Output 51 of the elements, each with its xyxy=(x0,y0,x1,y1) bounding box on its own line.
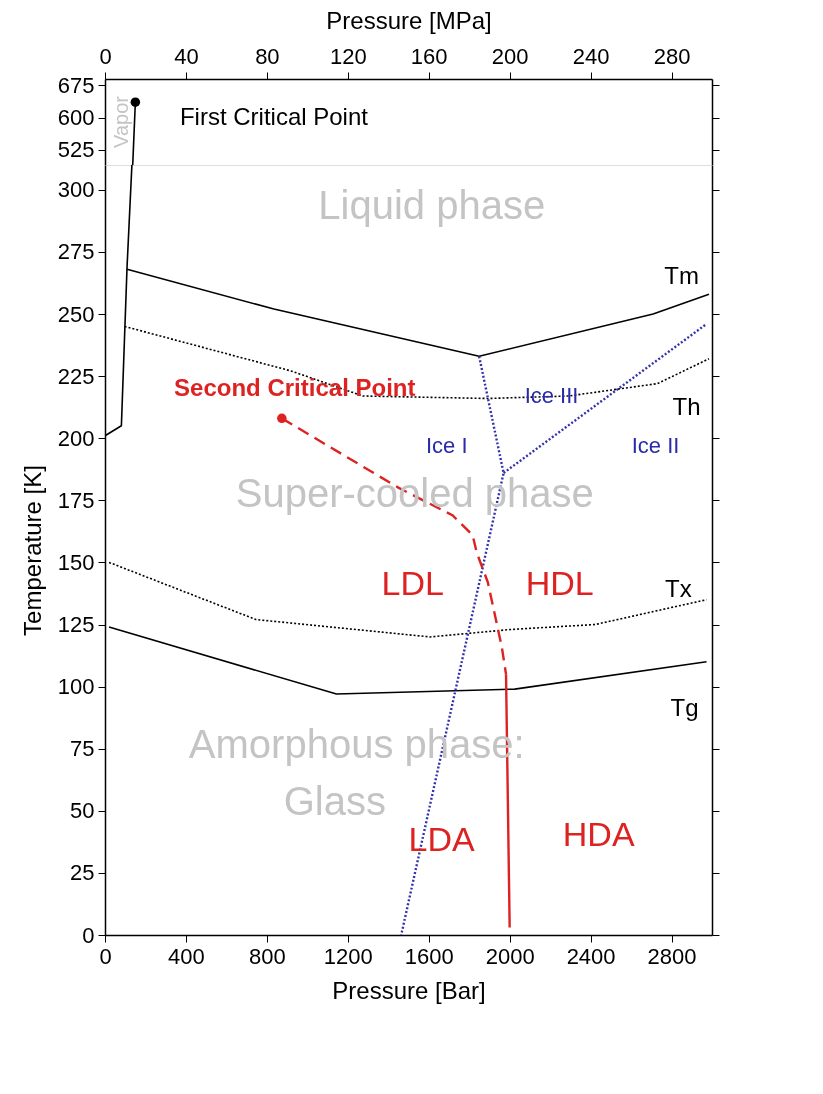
x2-tick-label: 240 xyxy=(572,43,610,69)
y-tick-label: 50 xyxy=(70,798,95,824)
annotation: Tm xyxy=(664,261,699,289)
annotation: LDA xyxy=(408,819,476,858)
annotation: Vapor xyxy=(110,95,132,148)
x2-tick-label: 40 xyxy=(174,43,199,69)
annotation: Ice III xyxy=(524,383,579,408)
annotation: HDA xyxy=(562,814,635,853)
annotation: Th xyxy=(672,393,701,421)
annotation: First Critical Point xyxy=(179,102,369,130)
annotation: Second Critical Point xyxy=(174,373,416,401)
annotation: Glass xyxy=(283,779,386,824)
x-tick-label: 2400 xyxy=(566,943,616,969)
y-tick-label: 300 xyxy=(57,177,95,203)
y-tick-label: 525 xyxy=(57,137,95,163)
y-tick-label: 675 xyxy=(57,72,95,98)
y-tick-label: 175 xyxy=(57,487,95,513)
y-tick-label: 75 xyxy=(70,736,95,762)
x2-tick-label: 160 xyxy=(410,43,448,69)
x2-tick-label: 200 xyxy=(491,43,529,69)
annotation: Tx xyxy=(665,574,692,602)
x-tick-label: 2800 xyxy=(647,943,697,969)
y-tick-label: 250 xyxy=(57,301,95,327)
annotation: LDL xyxy=(381,563,444,602)
y-tick-label: 125 xyxy=(57,612,95,638)
x-tick-label: 800 xyxy=(249,943,286,969)
x-tick-label: 400 xyxy=(168,943,205,969)
x-tick-label: 1600 xyxy=(404,943,454,969)
annotation: HDL xyxy=(525,563,594,602)
y-tick-label: 275 xyxy=(57,239,95,265)
x-tick-label: 2000 xyxy=(485,943,535,969)
annotation: Liquid phase xyxy=(318,183,546,228)
x2-tick-label: 80 xyxy=(255,43,280,69)
y-tick-label: 100 xyxy=(57,674,95,700)
annotation: Tg xyxy=(670,693,699,721)
x2-axis-title: Pressure [MPa] xyxy=(326,6,492,34)
x-tick-label: 1200 xyxy=(323,943,373,969)
y-tick-label: 0 xyxy=(82,922,95,948)
x-axis-title: Pressure [Bar] xyxy=(332,976,486,1004)
x-tick-label: 0 xyxy=(99,943,112,969)
x2-tick-label: 280 xyxy=(653,43,691,69)
x2-tick-label: 120 xyxy=(329,43,367,69)
y-tick-label: 200 xyxy=(57,425,95,451)
annotation: Ice I xyxy=(425,432,468,458)
y-tick-label: 25 xyxy=(70,860,95,886)
y-tick-label: 150 xyxy=(57,549,95,575)
annotation: Ice II xyxy=(631,432,680,458)
x2-tick-label: 0 xyxy=(99,43,112,69)
y-axis-title: Temperature [K] xyxy=(18,465,46,636)
y-tick-label: 225 xyxy=(57,363,95,389)
y-tick-label: 600 xyxy=(57,105,95,131)
